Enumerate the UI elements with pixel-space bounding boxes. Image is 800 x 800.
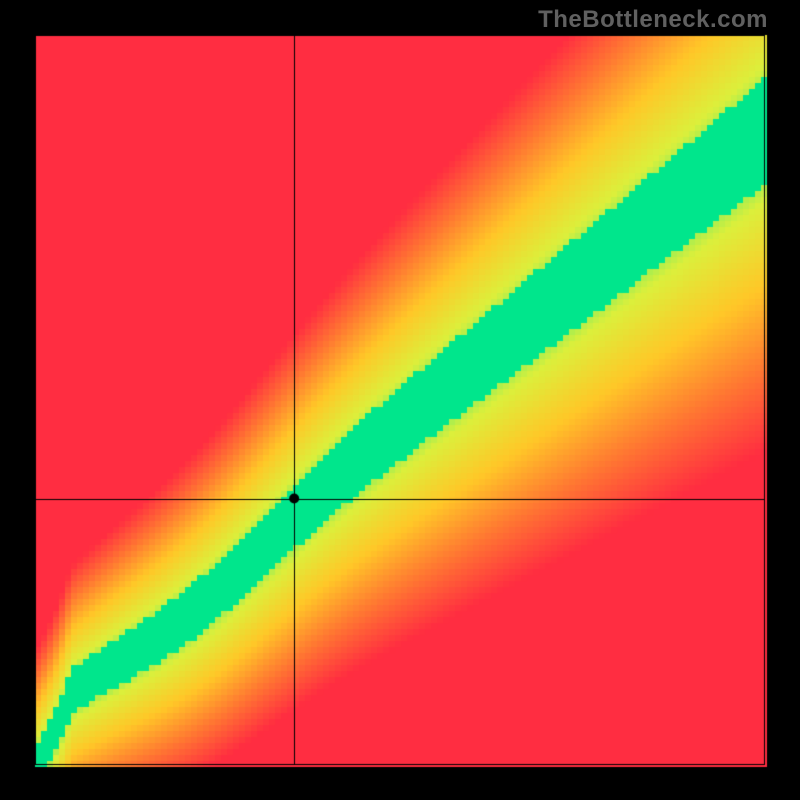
bottleneck-heatmap [0,0,800,800]
watermark-text: TheBottleneck.com [538,6,768,34]
chart-container: TheBottleneck.com [0,0,800,800]
